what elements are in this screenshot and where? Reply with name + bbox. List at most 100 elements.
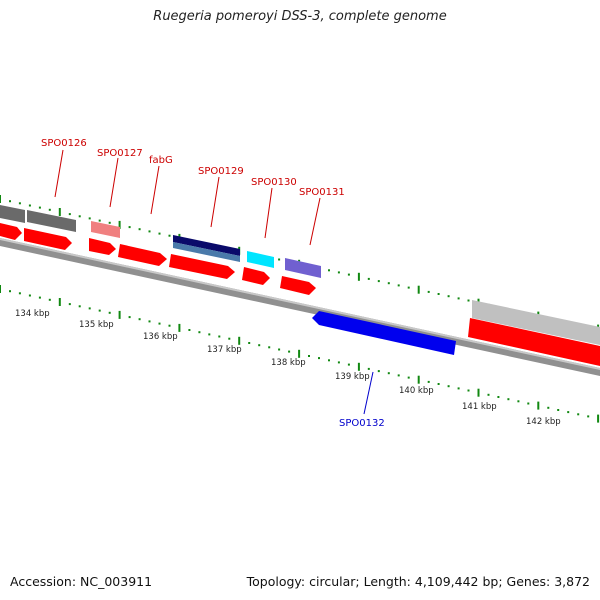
minor-tick [18,202,21,205]
major-tick [58,298,61,306]
minor-tick [447,295,450,298]
minor-tick [407,376,410,379]
gene-block-spo0127[interactable] [91,221,120,238]
minor-tick [28,294,31,297]
minor-tick [547,406,550,409]
minor-tick [407,286,410,289]
minor-tick [198,331,201,334]
major-tick [417,375,420,384]
gene-block[interactable] [472,300,600,345]
minor-tick [188,329,191,331]
gene-labels: SPO0126 SPO0127 fabG SPO0129 SPO0130 SPO… [41,138,385,429]
minor-tick [318,357,320,360]
minor-tick [98,219,101,222]
cds-arrow-spo0129[interactable] [169,254,235,279]
gene-label-spo0127: SPO0127 [97,148,143,159]
minor-tick [427,380,430,383]
minor-tick [328,359,330,362]
genome-title: Ruegeria pomeroyi DSS-3, complete genome [153,9,447,24]
major-tick [537,401,540,410]
minor-tick [517,400,520,403]
kbp-label: 137 kbp [207,345,242,355]
minor-tick [437,383,440,385]
minor-tick [98,309,101,312]
minor-tick [288,350,291,353]
minor-tick [397,374,400,377]
minor-tick [567,411,570,414]
gene-feature-track [0,205,600,345]
gene-block[interactable] [27,210,76,232]
gene-label-spo0130: SPO0130 [251,177,297,188]
kbp-label: 139 kbp [335,372,370,382]
accession-text: Accession: NC_003911 [10,574,153,589]
minor-tick [268,346,271,349]
minor-tick [158,322,161,325]
cds-arrow[interactable] [0,223,22,240]
minor-tick [228,337,231,340]
gene-block-spo0129-b[interactable] [173,242,240,262]
minor-tick [148,320,151,323]
minor-tick [88,307,91,310]
minor-tick [168,234,171,237]
minor-tick [337,361,340,364]
gene-block-spo0129[interactable] [173,235,240,256]
gene-label-spo0129: SPO0129 [198,166,244,177]
cds-arrow-spo0130[interactable] [242,267,270,285]
cds-arrow-spo0132[interactable] [312,311,456,355]
minor-tick [108,221,111,224]
minor-tick [467,389,470,392]
cds-arrow-spo0131[interactable] [280,276,316,295]
gene-label-spo0131: SPO0131 [299,187,345,198]
cds-arrow[interactable] [24,228,72,250]
kbp-label: 140 kbp [399,386,434,396]
minor-tick [9,200,11,203]
minor-tick [48,298,51,301]
minor-tick [577,413,580,416]
major-tick [238,336,241,345]
minor-tick [397,284,400,287]
minor-tick [208,333,211,336]
minor-tick [377,280,380,283]
minor-tick [168,324,171,327]
kbp-label: 142 kbp [526,417,561,427]
minor-tick [138,318,141,321]
minor-tick [337,271,340,274]
major-tick [58,208,61,216]
kbp-label: 141 kbp [462,402,497,412]
gene-block[interactable] [0,205,25,223]
minor-tick [347,273,350,276]
minor-tick [78,215,81,218]
minor-tick [587,415,590,418]
kbp-label: 138 kbp [271,358,306,368]
minor-tick [507,398,510,401]
major-tick [118,310,121,319]
minor-tick [557,409,560,411]
gene-label-spo0126: SPO0126 [41,138,87,149]
cds-arrow-fabg[interactable] [118,244,167,266]
minor-tick [68,213,71,216]
kbp-scale-labels: 134 kbp 135 kbp 136 kbp 137 kbp 138 kbp … [15,309,561,427]
gene-block-spo0130[interactable] [247,251,274,268]
minor-tick [148,230,151,233]
kbp-label: 134 kbp [15,309,50,319]
kbp-label: 136 kbp [143,332,178,342]
minor-tick [38,296,41,299]
major-tick [357,272,360,281]
minor-tick [437,293,440,295]
kbp-label: 135 kbp [79,320,114,330]
minor-tick [278,348,281,351]
label-leader-lines [54,149,374,415]
major-tick [477,388,480,397]
minor-tick [68,303,71,306]
gene-label-spo0132: SPO0132 [339,418,385,429]
major-tick [178,323,181,332]
major-tick [357,362,360,371]
gene-block-spo0131[interactable] [285,258,321,278]
major-tick [118,220,121,229]
cds-arrow-spo0127[interactable] [89,238,116,255]
minor-tick [447,385,450,388]
minor-tick [28,204,31,207]
minor-tick [328,269,330,272]
cds-arrow[interactable] [468,318,600,366]
minor-tick [487,393,490,396]
